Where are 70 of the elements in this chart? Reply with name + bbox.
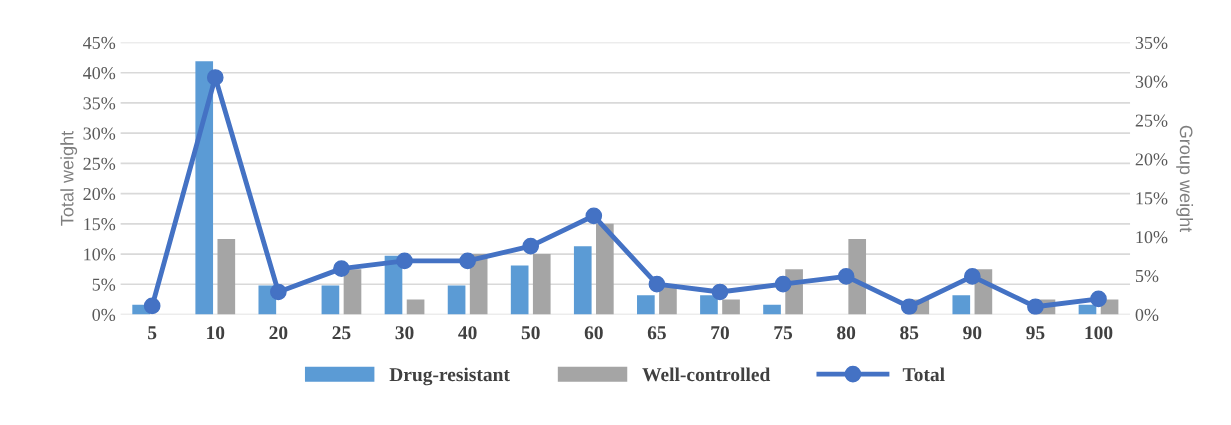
- bar: [406, 299, 425, 315]
- y-tick-label: 0%: [92, 308, 116, 321]
- bar: [195, 61, 214, 315]
- point: [522, 237, 540, 255]
- y2-tick-label: 35%: [1135, 36, 1168, 49]
- x-tick-label: 20: [269, 326, 288, 340]
- point: [1027, 298, 1044, 315]
- point: [585, 207, 603, 225]
- point: [143, 297, 161, 315]
- point: [206, 69, 224, 86]
- point: [396, 252, 413, 270]
- point: [459, 252, 476, 270]
- point: [774, 275, 792, 293]
- y-tick-label: 25%: [83, 157, 116, 170]
- x-tick-label: 30: [395, 326, 414, 340]
- point: [1090, 290, 1107, 308]
- bar: [573, 246, 592, 315]
- y2-tick-label: 25%: [1135, 114, 1168, 127]
- x-tick-label: 95: [1026, 326, 1045, 340]
- bar: [763, 304, 781, 315]
- point: [711, 283, 729, 301]
- x-tick-label: 10: [207, 326, 225, 340]
- x-tick-label: 50: [521, 326, 540, 340]
- y-tick-label: 35%: [83, 97, 116, 110]
- y2-tick-label: 5%: [1135, 269, 1159, 283]
- y2-tick-label: 20%: [1135, 153, 1168, 166]
- y-tick-label: 5%: [92, 278, 116, 291]
- y-tick-label: 45%: [83, 36, 116, 49]
- y-tick-label: 10%: [84, 248, 116, 261]
- point: [900, 298, 918, 315]
- y2-tick-label: 10%: [1136, 231, 1168, 244]
- y2-axis-title: Group weight: [1176, 125, 1194, 233]
- bar: [952, 295, 971, 315]
- legend-label: Total: [902, 367, 945, 382]
- y-tick-label: 20%: [83, 187, 116, 201]
- x-tick-label: 90: [963, 326, 982, 340]
- x-tick-label: 65: [647, 326, 666, 340]
- bar: [700, 295, 718, 315]
- x-tick-label: 40: [458, 326, 477, 340]
- bar: [343, 269, 362, 315]
- x-tick-label: 100: [1085, 326, 1113, 340]
- x-tick-label: 75: [774, 326, 793, 340]
- x-tick-label: 85: [900, 326, 919, 340]
- x-tick-label: 80: [837, 326, 856, 340]
- bar: [637, 295, 655, 315]
- x-tick-label: 25: [332, 326, 351, 340]
- x-tick-label: 70: [711, 326, 729, 340]
- y-tick-label: 15%: [84, 218, 116, 231]
- bar: [447, 285, 466, 315]
- y2-tick-label: 15%: [1136, 192, 1168, 205]
- legend-label: Drug-resistant: [389, 367, 510, 386]
- bar: [217, 238, 236, 315]
- y2-tick-label: 0%: [1135, 308, 1159, 321]
- point: [270, 283, 287, 301]
- bar: [596, 223, 614, 315]
- bar: [532, 254, 551, 315]
- point: [333, 260, 350, 277]
- x-tick-label: 60: [584, 326, 603, 340]
- y-tick-label: 30%: [83, 127, 116, 140]
- y2-tick-label: 30%: [1135, 75, 1168, 88]
- legend-label: Well-controlled: [642, 367, 771, 382]
- bar: [510, 265, 529, 315]
- point: [648, 275, 666, 293]
- y-axis-title: Total weight: [60, 130, 78, 226]
- bar: [321, 285, 340, 315]
- point: [964, 268, 981, 285]
- point: [837, 268, 855, 285]
- y-tick-label: 40%: [83, 66, 116, 80]
- bar: [722, 299, 740, 315]
- x-tick-label: 5: [148, 326, 157, 340]
